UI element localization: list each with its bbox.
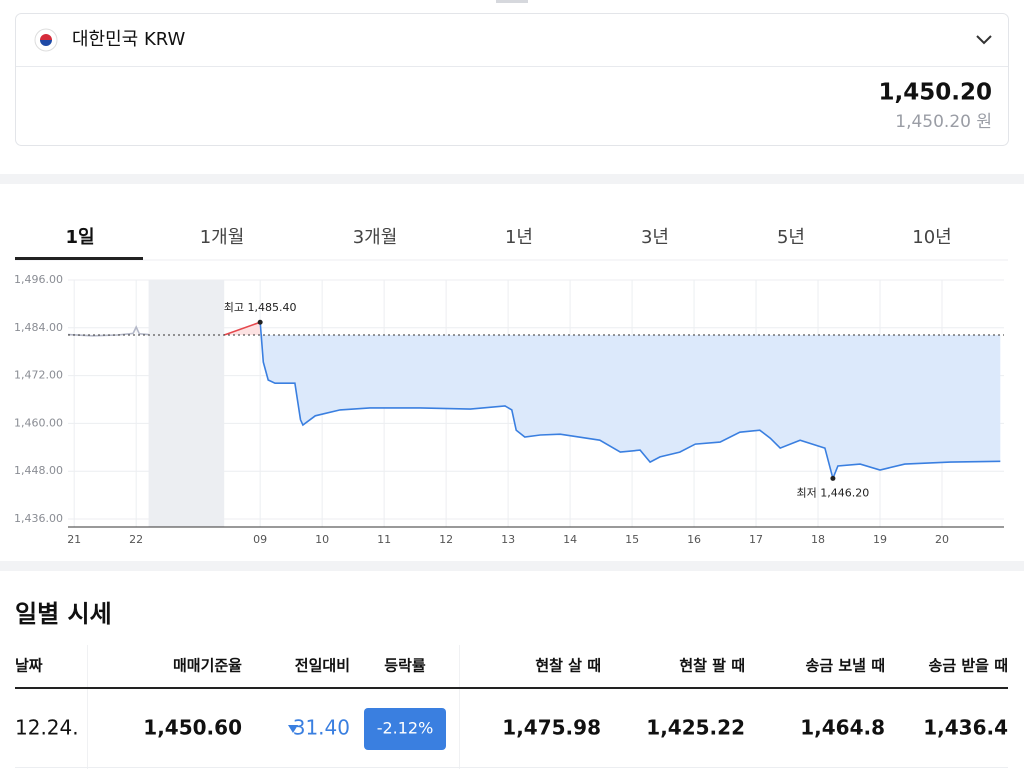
area [260, 322, 1001, 479]
tab[interactable]: 1일 [65, 227, 94, 248]
x-tick-label: 15 [625, 533, 639, 546]
column-header: 매매기준율 [173, 657, 242, 675]
tab-indicator [15, 257, 143, 260]
y-tick-label: 1,448.00 [14, 464, 63, 477]
change-badge [364, 708, 446, 750]
column-header: 현찰 살 때 [535, 657, 601, 675]
x-tick-label: 09 [253, 533, 267, 546]
x-tick-label: 16 [687, 533, 701, 546]
tab-bar: 1일 1개월 3개월 1년 3년 5년 10년 [15, 227, 952, 260]
x-tick-label: 17 [749, 533, 763, 546]
x-tick-label: 21 [67, 533, 81, 546]
column-header: 전일대비 [295, 657, 350, 675]
value-cell: 1,425.22 [646, 716, 745, 740]
table-title: 일별 시세 [15, 600, 112, 628]
y-tick-label: 1,484.00 [14, 321, 63, 334]
line [223, 321, 261, 336]
value-cell: -2.12% [377, 719, 434, 738]
currency-selector[interactable]: 대한민국 KRW [72, 29, 992, 50]
y-tick-label: 1,496.00 [14, 273, 63, 286]
tab[interactable]: 3년 [641, 227, 669, 248]
value-cell: 1,436.4 [923, 716, 1008, 740]
value-cell: 1,464.8 [800, 716, 885, 740]
tab[interactable]: 1년 [505, 227, 533, 248]
x-tick-label: 11 [377, 533, 391, 546]
x-tick-label: 13 [501, 533, 515, 546]
chart: 1,496.00 1,484.00 1,472.00 1,460.00 1,448.00… [14, 273, 1004, 546]
column-header: 현찰 팔 때 [679, 657, 745, 675]
column-header: 등락률 [384, 657, 426, 675]
value-cell: 1,475.98 [502, 716, 601, 740]
shaded-band [148, 280, 225, 527]
down-arrow-icon [288, 725, 298, 733]
x-tick-label: 20 [935, 533, 949, 546]
annotation-label: 최고 1,485.40 [224, 301, 297, 314]
tab[interactable]: 3개월 [353, 227, 398, 248]
value-cell: 1,450.60 [143, 716, 242, 740]
rate-sub: 1,450.20 원 [895, 112, 992, 132]
currency-name[interactable]: 대한민국 KRW [72, 29, 186, 50]
flag-icon [34, 28, 58, 52]
line [259, 322, 1001, 481]
x-tick-label: 19 [873, 533, 887, 546]
section-gap [0, 174, 1024, 184]
tab[interactable]: 5년 [777, 227, 805, 248]
y-tick-label: 1,472.00 [14, 369, 63, 382]
y-tick-label: 1,460.00 [14, 416, 63, 429]
annotation-point [257, 319, 263, 325]
column-header: 송금 보낼 때 [806, 657, 885, 675]
annotation-label: 최저 1,446.20 [797, 486, 870, 499]
x-tick-label: 10 [315, 533, 329, 546]
annotation-point [830, 475, 836, 481]
line [67, 325, 149, 337]
column-header: 날짜 [15, 657, 43, 675]
tab[interactable]: 1개월 [200, 227, 245, 248]
value-cell: 31.40 [293, 716, 350, 740]
x-tick-label: 18 [811, 533, 825, 546]
y-tick-label: 1,436.00 [14, 512, 63, 525]
x-tick-label: 12 [439, 533, 453, 546]
dropdown-arrow[interactable] [976, 35, 992, 45]
x-tick-label: 22 [129, 533, 143, 546]
drag-handle [496, 0, 528, 3]
column-header: 송금 받을 때 [929, 657, 1008, 675]
rate-table: 날짜 매매기준율 전일대비 등락률 현찰 살 때 현찰 팔 때 송금 보낼 때 송금 받을 때… [15, 657, 1008, 750]
tab[interactable]: 10년 [912, 227, 951, 248]
x-tick-label: 14 [563, 533, 577, 546]
date-cell: 12.24. [15, 716, 79, 740]
currency-card [15, 13, 1009, 146]
section-gap [0, 561, 1024, 571]
rate-value: 1,450.20 [879, 80, 993, 106]
